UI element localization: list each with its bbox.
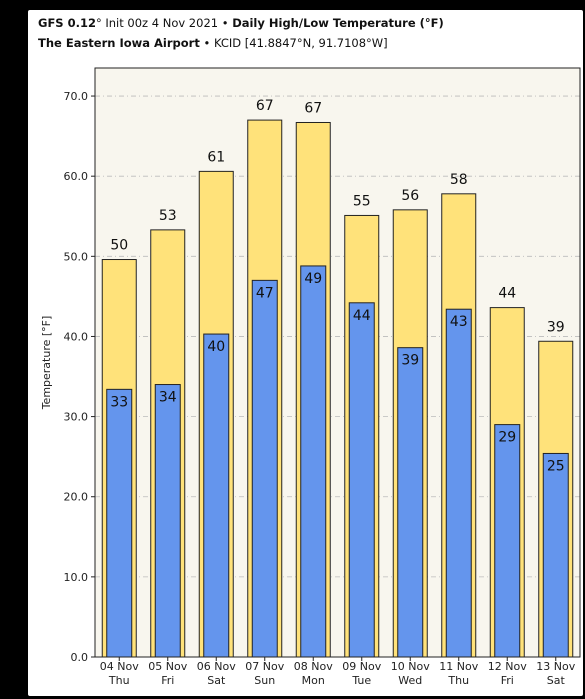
x-tick-day: Mon [302,674,325,687]
y-tick-label: 70.0 [64,90,89,103]
y-tick-label: 50.0 [64,250,89,263]
high-value-label: 39 [547,319,565,335]
x-tick-day: Thu [108,674,130,687]
high-value-label: 67 [304,100,322,116]
x-tick-day: Tue [351,674,371,687]
y-axis-label: Temperature [°F] [40,316,53,411]
chart-title-line1: GFS 0.12° Init 00z 4 Nov 2021 • Daily Hi… [38,16,444,30]
x-tick-date: 12 Nov [488,660,527,673]
low-value-label: 34 [159,390,177,406]
x-tick-date: 04 Nov [100,660,139,673]
low-bar [203,333,230,658]
low-bar [348,302,375,658]
x-tick-day: Thu [447,674,469,687]
x-tick-date: 06 Nov [197,660,236,673]
x-tick-day: Sun [254,674,275,687]
high-value-label: 53 [159,208,177,224]
x-tick-date: 05 Nov [148,660,187,673]
x-tick-day: Fri [501,674,514,687]
low-bar [494,424,521,658]
chart-title-line2: The Eastern Iowa Airport • KCID [41.8847… [38,36,388,50]
low-value-label: 39 [401,353,419,369]
x-tick-date: 13 Nov [536,660,575,673]
low-bar [300,265,327,658]
low-value-label: 44 [353,308,371,324]
plot-frame [94,67,581,658]
x-tick-date: 11 Nov [439,660,478,673]
chart-title: Daily High/Low Temperature (°F) [232,16,444,30]
axes: 0.010.020.030.040.050.060.070.004 NovThu… [64,90,576,687]
low-value-label: 25 [547,458,565,474]
low-value-label: 47 [256,285,274,301]
high-value-label: 67 [256,98,274,114]
x-tick-date: 07 Nov [245,660,284,673]
low-value-label: 40 [207,339,225,355]
low-value-label: 43 [450,314,468,330]
station-separator: • [199,36,214,50]
station-coords: KCID [41.8847°N, 91.7108°W] [213,36,388,50]
model-name: GFS 0.12 [38,16,96,30]
x-tick-date: 08 Nov [294,660,333,673]
high-value-label: 50 [110,238,128,254]
high-value-label: 56 [401,188,419,204]
high-value-label: 61 [207,149,225,165]
low-value-label: 49 [304,271,322,287]
low-bar [445,308,472,658]
low-bar [251,279,278,658]
y-tick-label: 10.0 [64,571,89,584]
y-tick-label: 30.0 [64,411,89,424]
low-value-label: 33 [110,394,128,410]
low-bar [106,388,133,658]
init-time: Init 00z 4 Nov 2021 [101,16,219,30]
x-tick-day: Sat [207,674,226,687]
x-tick-day: Fri [161,674,174,687]
y-tick-label: 20.0 [64,491,89,504]
x-tick-date: 09 Nov [342,660,381,673]
station-name: The Eastern Iowa Airport [38,36,200,50]
x-tick-day: Sat [547,674,566,687]
high-value-label: 55 [353,193,371,209]
title-separator: • [218,16,233,30]
low-bar [154,384,181,658]
x-tick-date: 10 Nov [391,660,430,673]
low-bar [397,347,424,658]
high-value-label: 58 [450,172,468,188]
y-tick-label: 0.0 [71,651,89,664]
x-tick-day: Wed [398,674,422,687]
low-value-label: 29 [498,430,516,446]
bars: 50 33 53 34 61 40 67 47 67 49 55 44 56 39 58 43 44 29 39 25 [101,98,574,658]
y-tick-label: 60.0 [64,170,89,183]
low-bar [542,452,569,658]
y-tick-label: 40.0 [64,330,89,343]
model-degree: ° [95,16,102,30]
high-value-label: 44 [498,286,516,302]
